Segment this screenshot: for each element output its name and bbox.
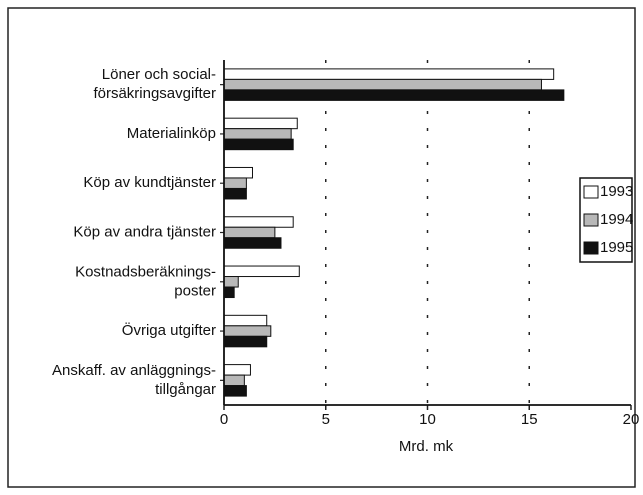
x-axis-label: Mrd. mk <box>399 438 454 455</box>
y-tick-label: Köp av kundtjänster <box>83 174 216 191</box>
y-tick-label: Anskaff. av anläggnings- <box>52 362 216 379</box>
bar <box>223 276 239 288</box>
bar <box>223 177 247 189</box>
bar <box>223 166 253 179</box>
y-tick-label: tillgångar <box>155 381 216 398</box>
x-tick-label: 10 <box>419 411 436 428</box>
bar <box>223 314 268 327</box>
legend-swatch <box>583 241 599 255</box>
x-tick-label: 5 <box>322 411 330 428</box>
bar <box>223 78 542 91</box>
bar <box>223 216 294 228</box>
bar <box>223 237 282 249</box>
bar <box>223 138 294 151</box>
x-tick-label: 20 <box>623 411 640 428</box>
legend-label: 1994 <box>600 211 633 228</box>
bar <box>223 226 276 239</box>
legend-swatch <box>583 185 599 199</box>
bar <box>223 374 245 387</box>
y-tick-label: Köp av andra tjänster <box>73 223 216 240</box>
y-tick-label: Kostnadsberäknings- <box>75 263 216 280</box>
bar <box>223 68 555 80</box>
y-tick-label: Övriga utgifter <box>122 321 216 339</box>
bar <box>223 89 565 101</box>
y-tick-label: försäkringsavgifter <box>93 85 216 102</box>
legend-label: 1995 <box>600 239 633 256</box>
bar <box>223 265 300 278</box>
y-tick-label: poster <box>174 282 216 299</box>
legend-swatch <box>583 213 599 227</box>
x-tick-label: 0 <box>220 411 228 428</box>
bar <box>223 286 235 299</box>
bar <box>223 364 251 376</box>
bar <box>223 385 247 397</box>
bar <box>223 128 292 140</box>
bar <box>223 335 268 348</box>
bar <box>223 325 272 337</box>
y-tick-label: Materialinköp <box>127 125 216 142</box>
bar <box>223 187 247 200</box>
x-tick-label: 15 <box>521 411 538 428</box>
legend-label: 1993 <box>600 183 633 200</box>
y-tick-label: Löner och social- <box>102 66 216 83</box>
frame <box>7 7 636 488</box>
bar <box>223 117 298 130</box>
